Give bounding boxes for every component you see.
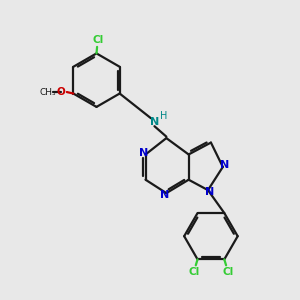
Text: N: N — [220, 160, 229, 170]
Text: Cl: Cl — [222, 267, 233, 277]
Text: N: N — [150, 117, 159, 127]
Text: CH₃: CH₃ — [40, 88, 56, 97]
Text: O: O — [56, 87, 65, 97]
Text: N: N — [205, 187, 214, 196]
Text: N: N — [139, 148, 148, 158]
Text: N: N — [160, 190, 170, 200]
Text: Cl: Cl — [92, 35, 104, 45]
Text: H: H — [160, 111, 168, 122]
Text: Cl: Cl — [188, 267, 200, 277]
